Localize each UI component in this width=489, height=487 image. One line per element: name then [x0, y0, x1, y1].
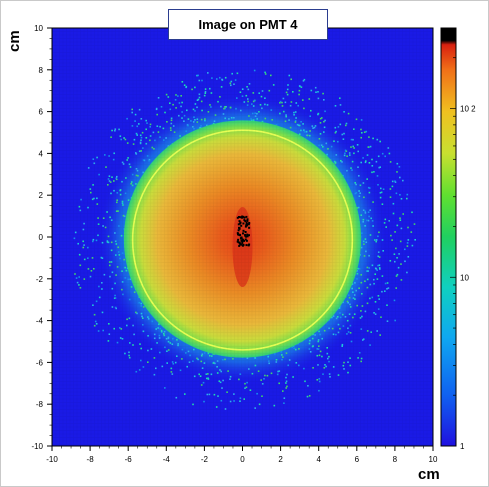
colorbar-gradient [440, 27, 457, 447]
colorbar-tick-label: 1 [460, 442, 465, 451]
y-axis: -10 -8 -6 -4 -2 0 2 4 6 8 10 [31, 24, 52, 451]
y-tick-label: 0 [39, 233, 44, 242]
plot-area [51, 27, 434, 447]
y-tick-label: 4 [39, 149, 44, 158]
colorbar: 1 10 10 2 [440, 27, 476, 451]
y-tick-label: 10 [34, 24, 43, 33]
x-tick-label: -6 [125, 455, 133, 464]
y-tick-label: -4 [36, 317, 44, 326]
colorbar-ticks: 1 10 10 2 [450, 27, 476, 451]
x-tick-label: 4 [316, 455, 321, 464]
x-tick-label: 10 [429, 455, 438, 464]
x-tick-label: -4 [163, 455, 171, 464]
pixel-grid [52, 28, 433, 446]
y-tick-label: -6 [36, 358, 44, 367]
x-tick-label: 2 [278, 455, 283, 464]
y-tick-label: 8 [39, 66, 44, 75]
x-axis: -10 -8 -6 -4 -2 0 2 4 6 8 10 [46, 446, 438, 464]
x-tick-label: -10 [46, 455, 58, 464]
y-tick-label: 2 [39, 191, 44, 200]
y-tick-label: -8 [36, 400, 44, 409]
colorbar-tick-label: 10 2 [460, 105, 476, 114]
x-tick-label: -2 [201, 455, 209, 464]
y-axis-label: cm [6, 30, 23, 52]
x-tick-label: -8 [87, 455, 95, 464]
x-tick-label: 0 [240, 455, 245, 464]
y-tick-label: -2 [36, 275, 44, 284]
y-tick-label: 6 [39, 108, 44, 117]
y-tick-label: -10 [31, 442, 43, 451]
x-tick-label: 8 [393, 455, 398, 464]
colorbar-tick-label: 10 [460, 273, 469, 282]
chart-title: Image on PMT 4 [168, 9, 328, 40]
x-axis-label: cm [418, 466, 440, 483]
x-tick-label: 6 [355, 455, 360, 464]
